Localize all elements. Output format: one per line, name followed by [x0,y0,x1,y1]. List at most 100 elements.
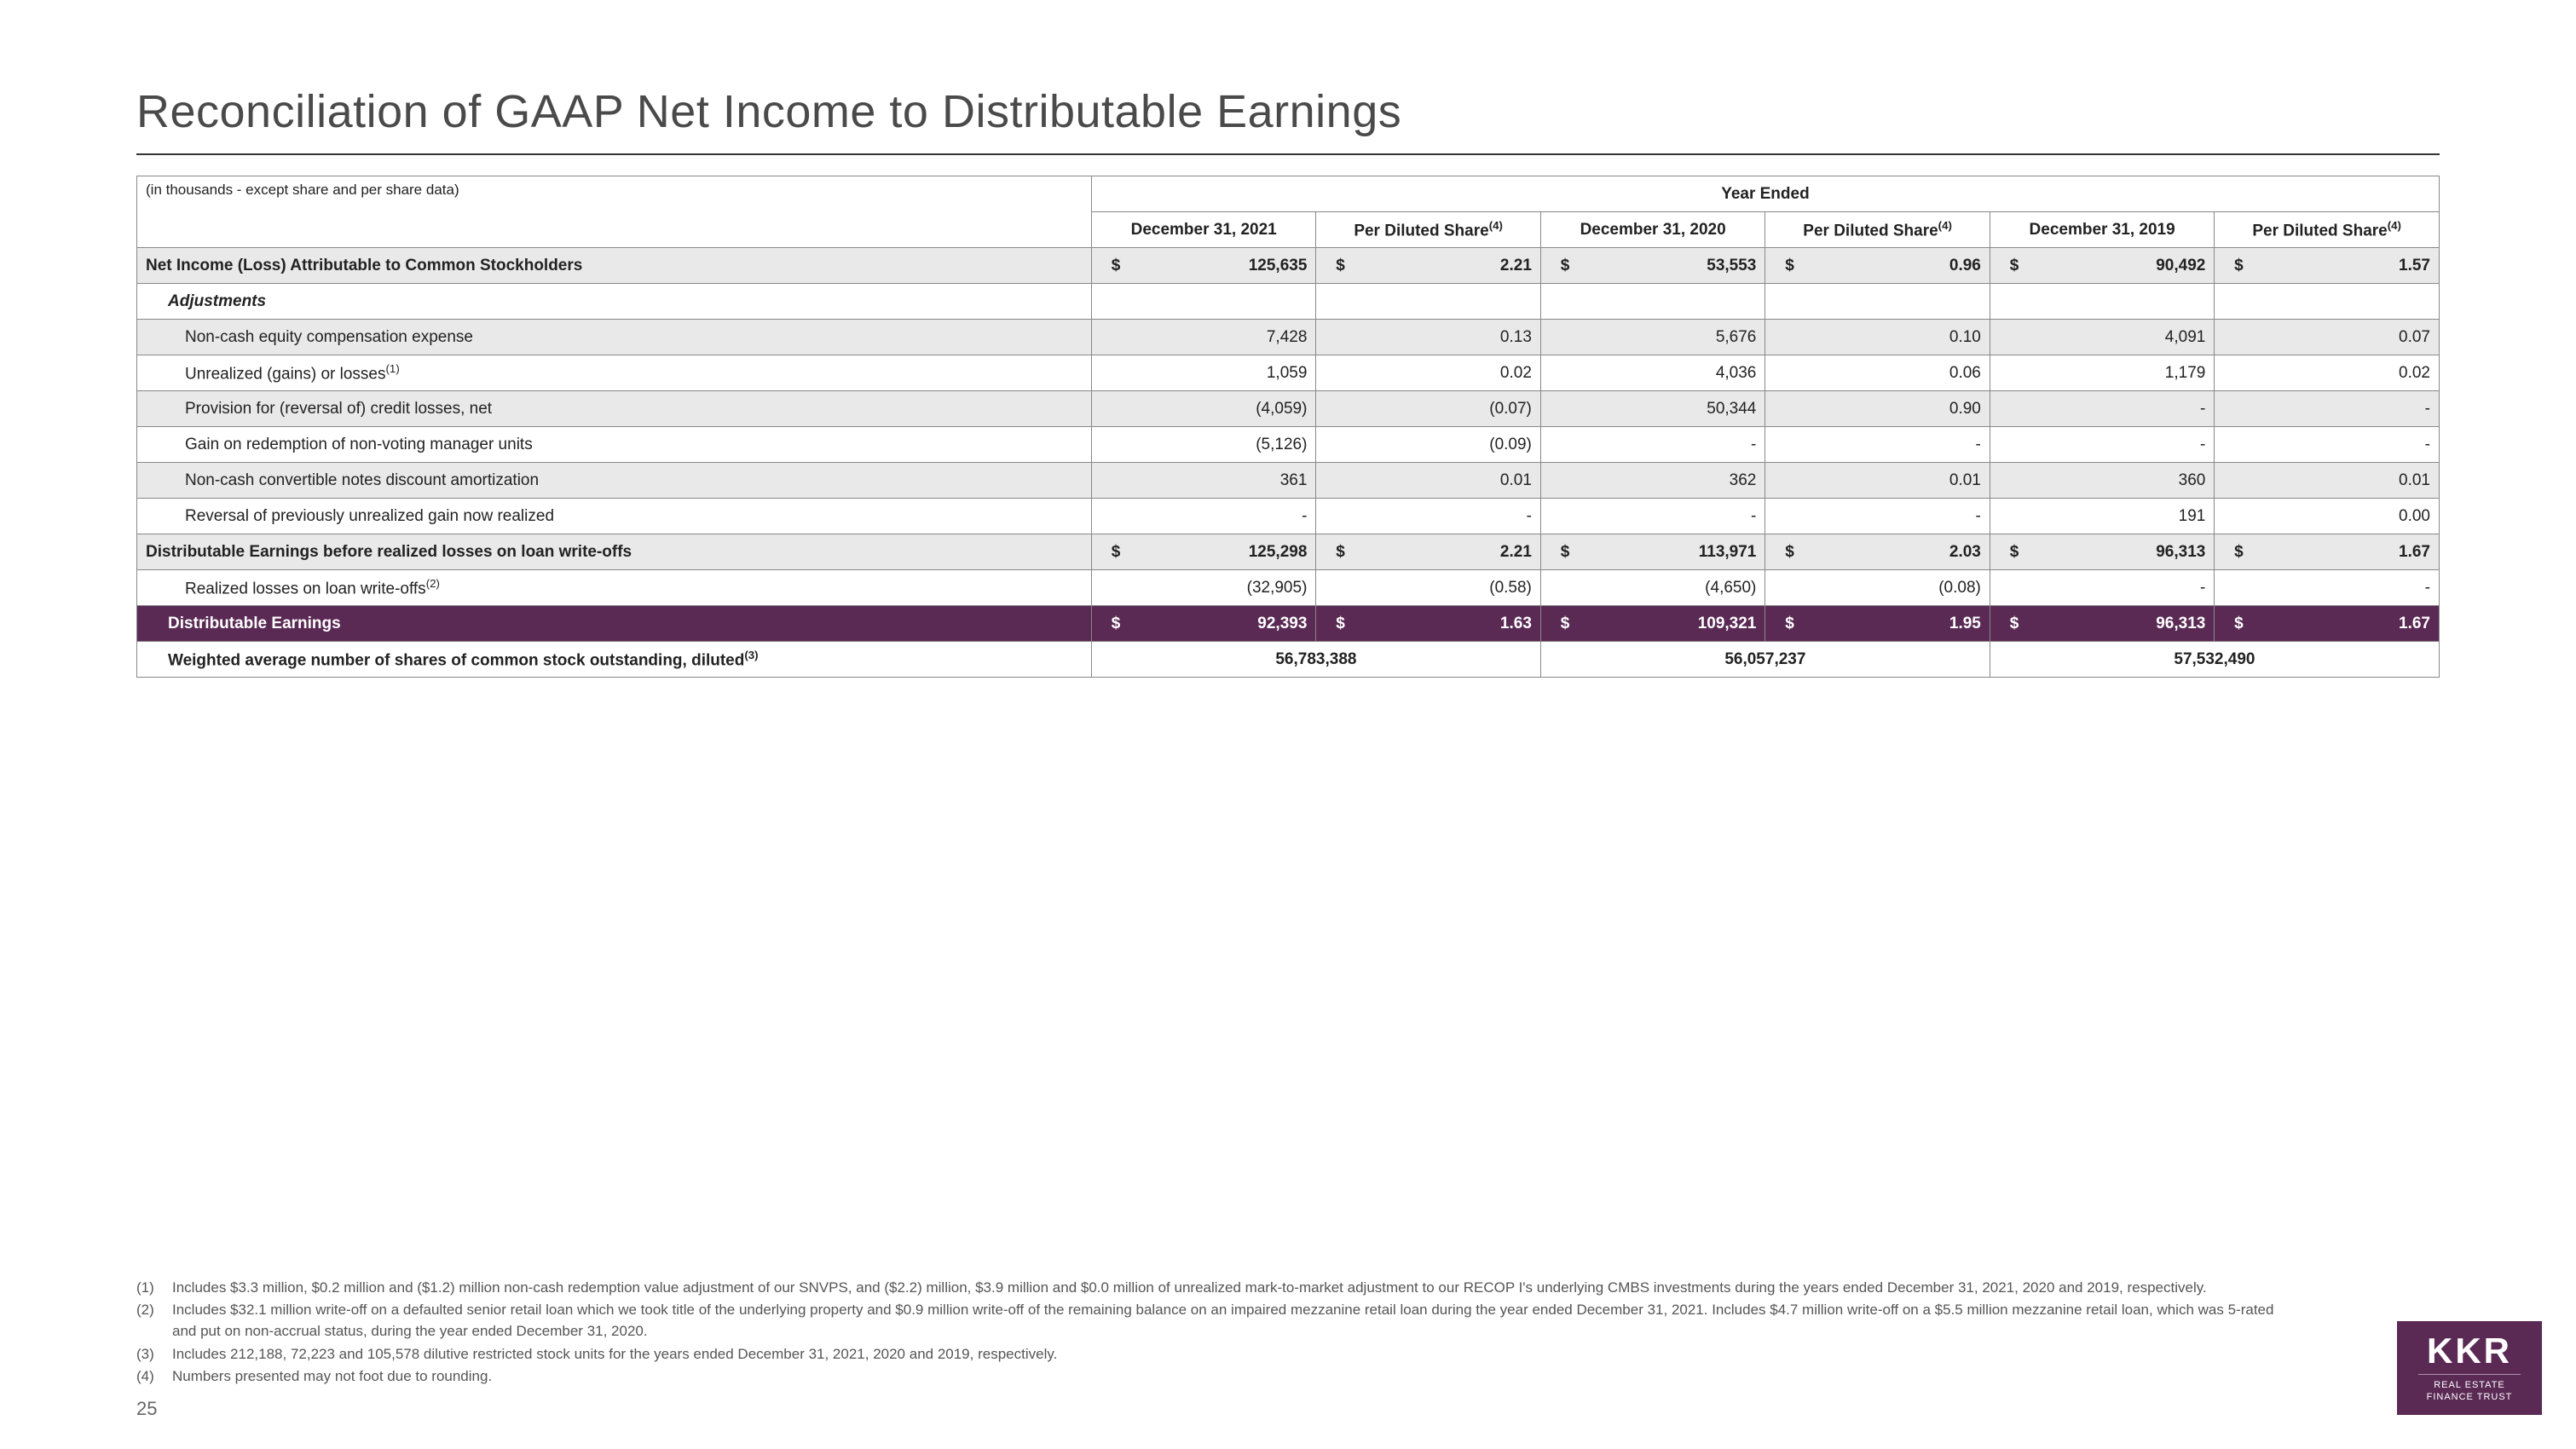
table-row: Non-cash equity compensation expense7,42… [137,320,2440,355]
row-value: 0.01 [1354,463,1541,499]
footnote-text: Includes $3.3 million, $0.2 million and … [172,1278,2207,1299]
currency-symbol [1765,391,1803,427]
row-label: Distributable Earnings before realized l… [137,534,1092,570]
row-value: 53,553 [1578,248,1765,284]
row-value: 1,179 [2027,355,2215,391]
subtitle: (in thousands - except share and per sha… [137,176,1092,248]
currency-symbol [1765,427,1803,463]
row-value: 96,313 [2027,606,2215,642]
row-value: 0.96 [1803,248,1990,284]
row-value [1578,284,1765,320]
row-value: - [1578,427,1765,463]
currency-symbol: $ [1316,534,1354,570]
logo-main: KKR [2427,1333,2512,1369]
table-row: Weighted average number of shares of com… [137,642,2440,678]
currency-symbol [1540,320,1578,355]
row-value: 2.21 [1354,248,1541,284]
row-label: Unrealized (gains) or losses(1) [137,355,1092,391]
col-per-1: Per Diluted Share(4) [1765,212,1990,248]
currency-symbol: $ [1765,534,1803,570]
row-value: 2.03 [1803,534,1990,570]
row-value: - [1578,499,1765,534]
table-row: Unrealized (gains) or losses(1)1,0590.02… [137,355,2440,391]
currency-symbol: $ [1990,606,2027,642]
currency-symbol [1316,284,1354,320]
row-value: 2.21 [1354,534,1541,570]
currency-symbol [1540,284,1578,320]
row-value: 50,344 [1578,391,1765,427]
currency-symbol [2215,570,2252,606]
row-value: 113,971 [1578,534,1765,570]
currency-symbol [2215,463,2252,499]
currency-symbol: $ [1091,606,1129,642]
currency-symbol [2215,355,2252,391]
row-value: - [2027,391,2215,427]
footnote-text: Includes $32.1 million write-off on a de… [172,1300,2302,1342]
currency-symbol [1316,570,1354,606]
currency-symbol: $ [1540,606,1578,642]
currency-symbol: $ [1316,248,1354,284]
currency-symbol: $ [2215,534,2252,570]
footnote: (1)Includes $3.3 million, $0.2 million a… [136,1278,2302,1299]
currency-symbol [1540,427,1578,463]
row-value: 125,635 [1129,248,1316,284]
row-value: 0.02 [1354,355,1541,391]
table-row: Non-cash convertible notes discount amor… [137,463,2440,499]
page-number: 25 [136,1398,157,1420]
row-label: Weighted average number of shares of com… [137,642,1092,678]
currency-symbol [1540,355,1578,391]
table-row: Reversal of previously unrealized gain n… [137,499,2440,534]
currency-symbol [1765,320,1803,355]
row-value: 0.07 [2252,320,2440,355]
table-row: Net Income (Loss) Attributable to Common… [137,248,2440,284]
currency-symbol [1540,499,1578,534]
row-value: (0.09) [1354,427,1541,463]
row-label: Realized losses on loan write-offs(2) [137,570,1092,606]
currency-symbol [1540,463,1578,499]
currency-symbol [1990,427,2027,463]
row-value: 360 [2027,463,2215,499]
currency-symbol [1316,463,1354,499]
footnotes: (1)Includes $3.3 million, $0.2 million a… [136,1278,2302,1389]
row-value: - [2027,570,2215,606]
table-row: Gain on redemption of non-voting manager… [137,427,2440,463]
row-label: Non-cash convertible notes discount amor… [137,463,1092,499]
currency-symbol [1765,463,1803,499]
currency-symbol [1765,355,1803,391]
row-value: - [2252,570,2440,606]
row-value: 1.67 [2252,534,2440,570]
page-title: Reconciliation of GAAP Net Income to Dis… [136,85,2440,155]
row-value: 1.95 [1803,606,1990,642]
row-value: (0.08) [1803,570,1990,606]
currency-symbol [1091,427,1129,463]
row-label: Non-cash equity compensation expense [137,320,1092,355]
row-value: 4,091 [2027,320,2215,355]
table-row: Distributable Earnings before realized l… [137,534,2440,570]
footnote-num: (1) [136,1278,172,1299]
row-value: 0.13 [1354,320,1541,355]
row-value: - [1354,499,1541,534]
col-date-1: December 31, 2020 [1540,212,1765,248]
row-value: 0.90 [1803,391,1990,427]
row-value: 361 [1129,463,1316,499]
row-value: 90,492 [2027,248,2215,284]
table-row: Distributable Earnings$92,393$1.63$109,3… [137,606,2440,642]
row-value: 362 [1578,463,1765,499]
currency-symbol: $ [1540,248,1578,284]
row-label: Reversal of previously unrealized gain n… [137,499,1092,534]
currency-symbol [1990,391,2027,427]
currency-symbol [1091,355,1129,391]
row-value: 56,057,237 [1540,642,1990,678]
row-value: (4,650) [1578,570,1765,606]
row-value: (5,126) [1129,427,1316,463]
currency-symbol [1765,499,1803,534]
currency-symbol: $ [1540,534,1578,570]
row-label: Provision for (reversal of) credit losse… [137,391,1092,427]
row-value: 4,036 [1578,355,1765,391]
row-value: 57,532,490 [1990,642,2439,678]
table-row: Realized losses on loan write-offs(2)(32… [137,570,2440,606]
footnote-text: Numbers presented may not foot due to ro… [172,1366,492,1388]
row-value: 0.06 [1803,355,1990,391]
currency-symbol [1091,463,1129,499]
year-ended-header: Year Ended [1091,176,2439,212]
